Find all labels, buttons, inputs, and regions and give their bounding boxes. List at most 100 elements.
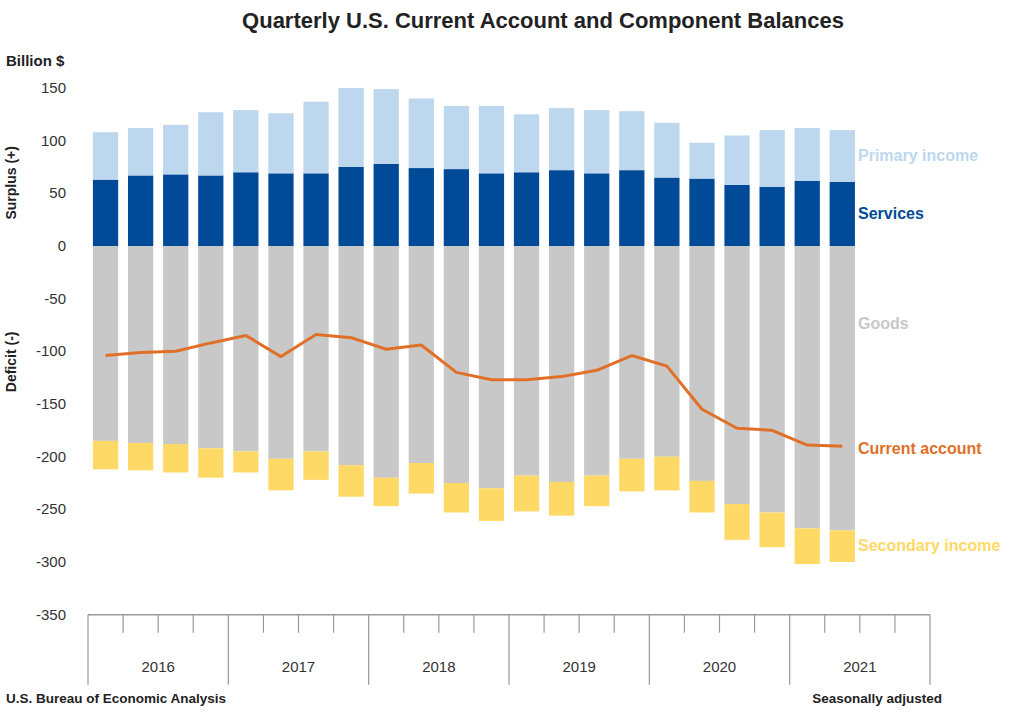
group-label: 2020 [703,658,736,675]
bar [584,110,609,173]
bar [128,128,153,175]
bar [163,246,188,444]
bar [374,89,399,164]
y-tick-label: 100 [41,132,66,149]
bar [549,482,574,516]
bar [268,459,293,491]
bar [830,182,855,246]
y-tick-label: -250 [36,500,66,517]
bar [689,246,714,481]
bar [654,457,679,491]
legend-label: Primary income [858,147,978,164]
bar [338,88,363,167]
bar [689,179,714,246]
bar [619,459,644,492]
bar [830,246,855,530]
bar [233,110,258,172]
quarter-tick [122,615,123,633]
bar [198,448,223,477]
bar [93,441,118,469]
bar [374,164,399,246]
bar [93,132,118,179]
group-separator [87,615,88,685]
legend-label: Secondary income [858,537,1000,554]
bar [233,246,258,451]
bar [549,246,574,482]
bar [409,168,434,246]
bar [303,246,328,451]
bar [303,451,328,479]
bar [409,99,434,169]
bar [268,113,293,173]
quarter-tick [859,615,860,633]
bar [163,174,188,246]
bar [830,130,855,182]
bar [409,246,434,463]
group-separator [228,615,229,685]
group-label: 2016 [141,658,174,675]
bar [795,181,820,246]
group-label: 2017 [282,658,315,675]
bar [654,178,679,246]
bar [93,180,118,246]
y-tick-label: 150 [41,79,66,96]
bar [724,135,749,185]
bar [619,170,644,246]
group-separator [789,615,790,685]
bar [549,108,574,170]
y-tick-label: -100 [36,342,66,359]
bar [759,130,784,187]
quarter-tick [754,615,755,633]
bar [303,102,328,174]
quarter-tick [263,615,264,633]
note: Seasonally adjusted [812,691,942,706]
bar [338,465,363,497]
bar [689,143,714,179]
line [106,334,843,446]
quarter-tick [438,615,439,633]
bar [654,246,679,457]
quarter-tick [614,615,615,633]
bar [795,128,820,181]
legend-label: Services [858,205,924,222]
bar [795,528,820,564]
bar [514,246,539,476]
quarter-tick [579,615,580,633]
quarter-tick [684,615,685,633]
y-label: Billion $ [6,52,65,69]
quarter-tick [158,615,159,633]
bar [93,246,118,441]
bar [444,483,469,512]
legend-label: Goods [858,315,909,332]
y-tick-label: 50 [49,184,66,201]
bar [724,246,749,504]
bar [128,443,153,470]
group-separator [649,615,650,685]
bar [619,246,644,459]
bar [233,451,258,472]
y-tick-label: -350 [36,606,66,623]
y-tick-label: -150 [36,395,66,412]
quarter-tick [719,615,720,633]
bar [795,246,820,528]
bar [338,167,363,246]
bar [479,106,504,173]
source: U.S. Bureau of Economic Analysis [6,691,226,706]
y-tick-label: -200 [36,448,66,465]
bar [163,444,188,472]
bar [759,246,784,512]
bar [514,476,539,512]
bar [338,246,363,465]
quarter-tick [543,615,544,633]
annotation: Deficit (-) [3,332,19,393]
group-separator [929,615,930,685]
y-tick-label: -300 [36,553,66,570]
quarter-tick [403,615,404,633]
bar [619,111,644,170]
quarter-tick [193,615,194,633]
bar [759,187,784,246]
bar [268,173,293,246]
bar [654,123,679,178]
title: Quarterly U.S. Current Account and Compo… [242,8,844,33]
plot-area [93,88,855,564]
